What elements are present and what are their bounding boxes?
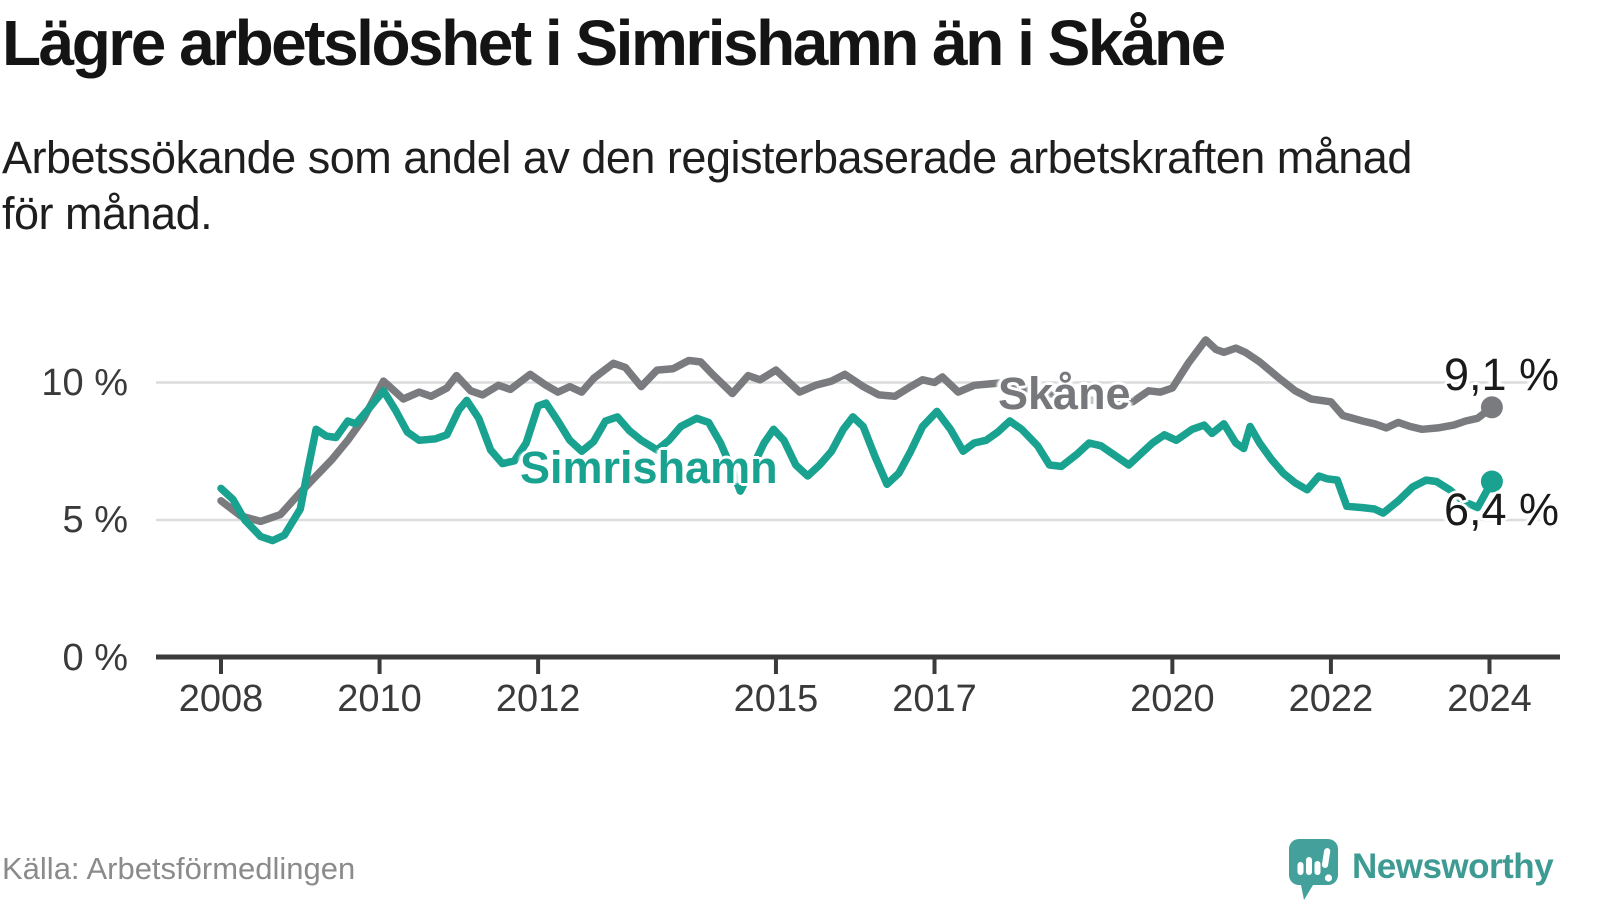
- line-simrishamn: [217, 387, 1496, 545]
- x-tick-label: 2012: [495, 678, 581, 720]
- x-tick-label: 2022: [1288, 678, 1374, 720]
- x-tick-label: 2024: [1447, 678, 1532, 720]
- end-value-label-simrishamn: 6,4 %: [1444, 484, 1560, 535]
- end-dot-simrishamn: [1480, 470, 1503, 493]
- source-credit: Källa: Arbetsförmedlingen: [2, 851, 356, 886]
- y-tick-label: 5 %: [62, 499, 128, 541]
- series-label-simrishamn: Simrishamn: [520, 442, 778, 493]
- data-lines: [217, 336, 1496, 545]
- y-tick-label: 0 %: [62, 636, 128, 679]
- x-tick-label: 2017: [892, 678, 977, 720]
- page-subtitle: Arbetssökande som andel av den registerb…: [2, 130, 1582, 242]
- end-value-label-skane: 9,1 %: [1444, 349, 1560, 400]
- subtitle-line-2: för månad.: [2, 188, 213, 239]
- x-tick-label: 2015: [733, 678, 819, 720]
- x-tick-label: 2008: [178, 678, 264, 720]
- newsworthy-logo-icon: [1289, 839, 1338, 900]
- bar-chart-glyph: [1297, 848, 1333, 882]
- line-skåne: [217, 336, 1496, 526]
- x-tick-label: 2010: [337, 678, 422, 720]
- newsworthy-logo-text: Newsworthy: [1352, 847, 1554, 886]
- end-dot-skåne: [1480, 396, 1503, 419]
- subtitle-line-1: Arbetssökande som andel av den registerb…: [2, 132, 1412, 183]
- page-title: Lägre arbetslöshet i Simrishamn än i Skå…: [2, 7, 1226, 79]
- series-label-skane: Skåne: [998, 368, 1131, 419]
- end-point-dots: [1480, 396, 1503, 493]
- y-tick-label: 10 %: [41, 361, 128, 404]
- x-axis: [156, 654, 1560, 674]
- x-tick-label: 2020: [1130, 678, 1215, 720]
- speech-bubble-shape: [1289, 839, 1338, 900]
